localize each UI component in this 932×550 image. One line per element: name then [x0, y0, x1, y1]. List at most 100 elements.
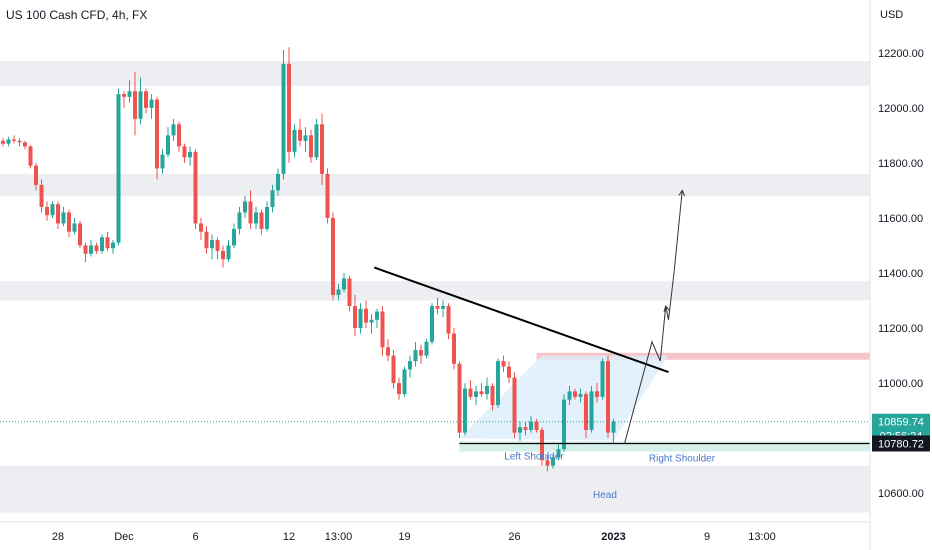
candle-body [265, 206, 269, 229]
candle-body [23, 142, 27, 147]
chart-title: US 100 Cash CFD, 4h, FX [6, 8, 148, 22]
price-tags: 10859.7402:56:2410780.72 [872, 413, 930, 452]
candle-body [105, 237, 110, 249]
candle-body [144, 91, 148, 108]
candle-body [441, 306, 445, 309]
candle-body [232, 228, 236, 246]
candle-body [254, 212, 258, 224]
candle-body [270, 190, 275, 207]
time-tick-label: 12 [283, 531, 295, 543]
time-axis: 28 Dec 6 12 13:00 19 26 2023 9 13:00 [0, 521, 870, 543]
time-tick-label: 19 [398, 531, 410, 543]
candle-body [133, 91, 137, 119]
candle-body [380, 311, 385, 348]
price-tick-label: 11600.00 [878, 213, 923, 225]
candle-body [452, 333, 456, 364]
candle-body [611, 421, 616, 433]
support-price-value: 10780.72 [878, 438, 924, 450]
candle-body [17, 140, 22, 143]
candle-body [171, 124, 176, 136]
candle-body [540, 429, 544, 461]
candle-body [138, 91, 143, 119]
candle-body [188, 151, 192, 158]
candle-body [111, 242, 115, 249]
candle-body [501, 361, 506, 367]
price-tick-label: 11200.00 [878, 323, 923, 335]
candle-body [6, 139, 11, 144]
candle-body [56, 204, 60, 224]
projection-arrowhead [678, 189, 686, 197]
candle-body [606, 361, 610, 433]
candle-body [391, 355, 396, 384]
candle-body [595, 391, 599, 397]
candle-body [567, 391, 572, 400]
supply-demand-zone [0, 173, 870, 196]
candle-body [45, 206, 49, 216]
candle-body [243, 201, 247, 213]
support-price-tag [872, 435, 930, 452]
candle-body [485, 385, 489, 395]
candle-body [149, 99, 154, 108]
candle-body [468, 388, 473, 397]
current-price-value: 10859.74 [878, 417, 924, 429]
candle-body [237, 212, 242, 229]
candle-body [331, 217, 335, 296]
candle-body [34, 165, 38, 185]
candle-body [12, 139, 16, 141]
price-tick-label: 12000.00 [878, 103, 924, 115]
candle-body [298, 129, 302, 141]
candle-body [89, 245, 93, 254]
candle-body [336, 289, 341, 296]
zones-layer [0, 61, 870, 513]
candle-body [551, 457, 555, 466]
candle-body [402, 369, 407, 395]
supply-demand-zone [0, 61, 870, 86]
candle-body [182, 146, 187, 158]
candle-body [578, 394, 583, 397]
candle-body [160, 154, 165, 169]
candle-body [100, 237, 104, 251]
candle-body [518, 427, 522, 433]
price-tick-label: 11400.00 [878, 268, 923, 280]
resistance-band [536, 352, 870, 360]
candle-body [386, 347, 390, 356]
candle-body [122, 94, 126, 97]
candle-body [589, 391, 594, 430]
candle-body [309, 135, 313, 158]
candle-body [155, 99, 159, 169]
candle-body [446, 306, 451, 334]
candle-body [556, 449, 561, 458]
time-tick-label: 9 [704, 531, 710, 543]
price-tick-label: 10600.00 [878, 488, 924, 500]
support-zone [459, 441, 870, 452]
candle-body [276, 173, 280, 191]
time-tick-label: Dec [114, 531, 134, 543]
candle-body [463, 388, 467, 433]
candle-body [490, 385, 495, 406]
time-tick-label: 26 [508, 531, 520, 543]
candle-body [523, 427, 528, 430]
candle-body [314, 124, 319, 158]
candle-body [457, 363, 462, 433]
candle-body [177, 124, 181, 147]
candle-body [325, 173, 330, 218]
projection-arrowhead [663, 305, 670, 312]
candle-body [512, 377, 517, 433]
candle-body [479, 391, 484, 395]
time-tick-label: 2023 [601, 531, 625, 543]
candle-body [413, 350, 418, 362]
candle-body [424, 341, 429, 356]
supply-demand-zone [0, 281, 870, 301]
candle-body [72, 223, 77, 232]
candle-body [342, 278, 346, 290]
candle-body [562, 399, 566, 450]
candle-body [28, 146, 33, 166]
candle-body [358, 308, 363, 329]
candle-body [39, 184, 44, 207]
candle-body [78, 223, 82, 246]
candle-body [320, 124, 324, 174]
candle-body [534, 421, 539, 430]
currency-label: USD [880, 9, 903, 21]
candle-body [369, 319, 374, 323]
